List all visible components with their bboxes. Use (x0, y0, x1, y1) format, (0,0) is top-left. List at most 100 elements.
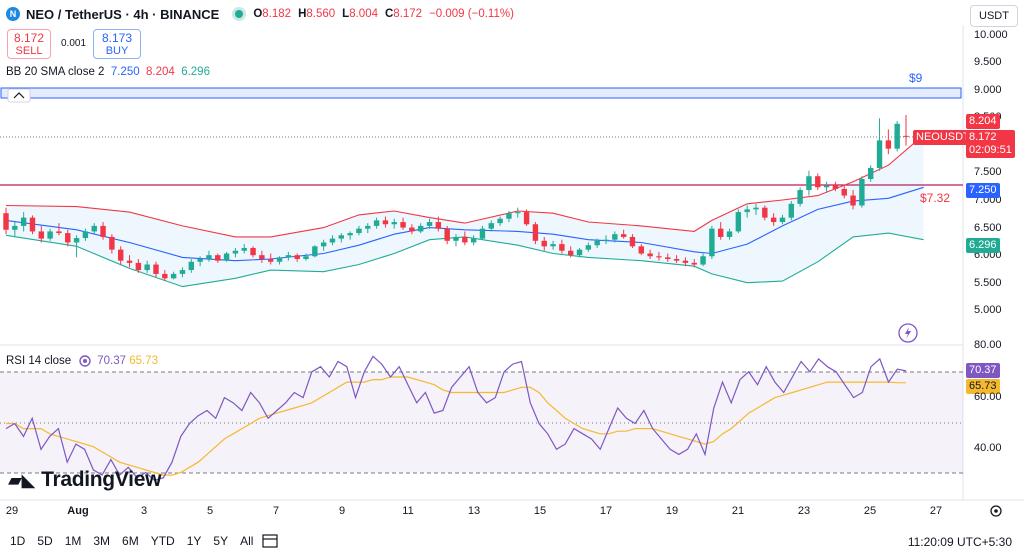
timeframe-1y[interactable]: 1Y (186, 534, 202, 548)
clock[interactable]: 11:20:09 UTC+5:30 (907, 535, 1012, 549)
price-tick-label: 5.000 (974, 304, 1002, 317)
candle (400, 222, 406, 228)
candle (453, 236, 459, 241)
candle (20, 217, 27, 226)
candle (638, 246, 645, 254)
candle (717, 228, 724, 237)
candle (779, 217, 786, 223)
candle (179, 270, 186, 274)
timeframe-5d[interactable]: 5D (37, 534, 53, 548)
timeframe-5y[interactable]: 5Y (213, 534, 229, 548)
timeframe-all[interactable]: All (240, 534, 254, 548)
candlesticks (3, 114, 909, 282)
candle (576, 249, 583, 256)
candle (673, 259, 680, 261)
change-number: −0.009 (−0.11%) (429, 8, 514, 20)
timeframe-6m[interactable]: 6M (122, 534, 139, 548)
candle (744, 209, 750, 213)
time-tick-label: 23 (797, 505, 811, 517)
bb-upper-value: 8.204 (146, 66, 175, 78)
spread-value: 0.001 (61, 38, 87, 49)
candle (815, 176, 821, 188)
candle (91, 225, 97, 232)
candle (682, 260, 689, 263)
candle (559, 244, 565, 251)
bb-lower-line (5, 232, 924, 288)
candle (435, 222, 442, 229)
candle (38, 231, 45, 239)
timeframe-ytd[interactable]: YTD (150, 534, 175, 548)
currency-selector[interactable]: USDT (970, 5, 1018, 27)
candle (153, 264, 159, 274)
candle (788, 203, 795, 218)
sell-label: SELL (15, 45, 43, 57)
candle (709, 228, 715, 257)
last-price-tag: 8.172 02:09:51 (966, 130, 1015, 158)
date-range-icon[interactable] (262, 534, 278, 548)
sell-button[interactable]: 8.172 SELL (7, 29, 51, 59)
market-status-icon[interactable] (235, 10, 244, 18)
bb-legend[interactable]: BB 20 SMA close 2 7.250 8.204 6.296 (6, 66, 210, 78)
timeframe-3m[interactable]: 3M (93, 534, 111, 548)
candle (135, 262, 142, 271)
symbol-title[interactable]: NEO / TetherUS · 4h · BINANCE (26, 6, 220, 22)
candle (832, 185, 839, 189)
candle (885, 140, 892, 149)
candle (594, 240, 600, 246)
rsi-legend[interactable]: RSI 14 close 70.37 65.73 (6, 354, 158, 368)
chevron-up-icon (13, 92, 25, 99)
candle (100, 225, 106, 237)
time-tick-label: Aug (67, 505, 89, 517)
tradingview-mark-icon: ▰◣ (8, 469, 36, 490)
candle (567, 250, 574, 256)
tradingview-logo[interactable]: ▰◣ TradingView (8, 468, 161, 492)
bb-fill (6, 134, 924, 287)
buy-button[interactable]: 8.173 BUY (93, 29, 141, 59)
time-tick-label: 25 (863, 505, 877, 517)
candle (753, 207, 759, 210)
price-tick-label: 7.500 (974, 166, 1002, 179)
candle (841, 188, 847, 196)
collapse-button[interactable] (7, 88, 31, 103)
candle (620, 234, 627, 237)
rsi-ma-value: 65.73 (129, 355, 158, 367)
time-tick-label: 21 (731, 505, 745, 517)
high-number: 8.560 (306, 8, 336, 20)
candle (47, 231, 53, 239)
time-tick-label: 9 (338, 505, 346, 517)
bollinger-bands (5, 134, 924, 288)
gear-icon[interactable] (990, 505, 1002, 517)
candle (806, 176, 812, 191)
candle (232, 250, 239, 254)
price-tick-label: 10.000 (974, 28, 1008, 41)
candle (523, 212, 530, 225)
open-number: 8.182 (262, 8, 292, 20)
candle (3, 213, 9, 230)
candle (850, 195, 856, 206)
candle (488, 223, 495, 229)
resistance-rectangle[interactable] (0, 87, 962, 99)
candle (665, 257, 671, 260)
candle (320, 242, 327, 247)
level-732-label[interactable]: $7.32 (920, 191, 951, 205)
bb-lower-value: 6.296 (181, 66, 210, 78)
candle (770, 217, 777, 223)
timeframe-1d[interactable]: 1D (10, 534, 26, 548)
candle (444, 228, 450, 241)
timeframe-1m[interactable]: 1M (64, 534, 82, 548)
rsi-ma-line (6, 376, 907, 476)
candle (612, 234, 618, 240)
eye-icon[interactable] (77, 354, 93, 368)
brand-text: TradingView (41, 468, 162, 491)
candle (276, 257, 283, 262)
candle (170, 273, 177, 279)
candle (356, 228, 362, 234)
candle (629, 236, 636, 247)
low-number: 8.004 (349, 8, 378, 20)
price-tick-label: 6.500 (974, 221, 1002, 234)
rsi-value: 70.37 (97, 355, 126, 367)
candle (294, 255, 300, 260)
level-9-label[interactable]: $9 (909, 71, 923, 85)
candle (903, 135, 909, 137)
